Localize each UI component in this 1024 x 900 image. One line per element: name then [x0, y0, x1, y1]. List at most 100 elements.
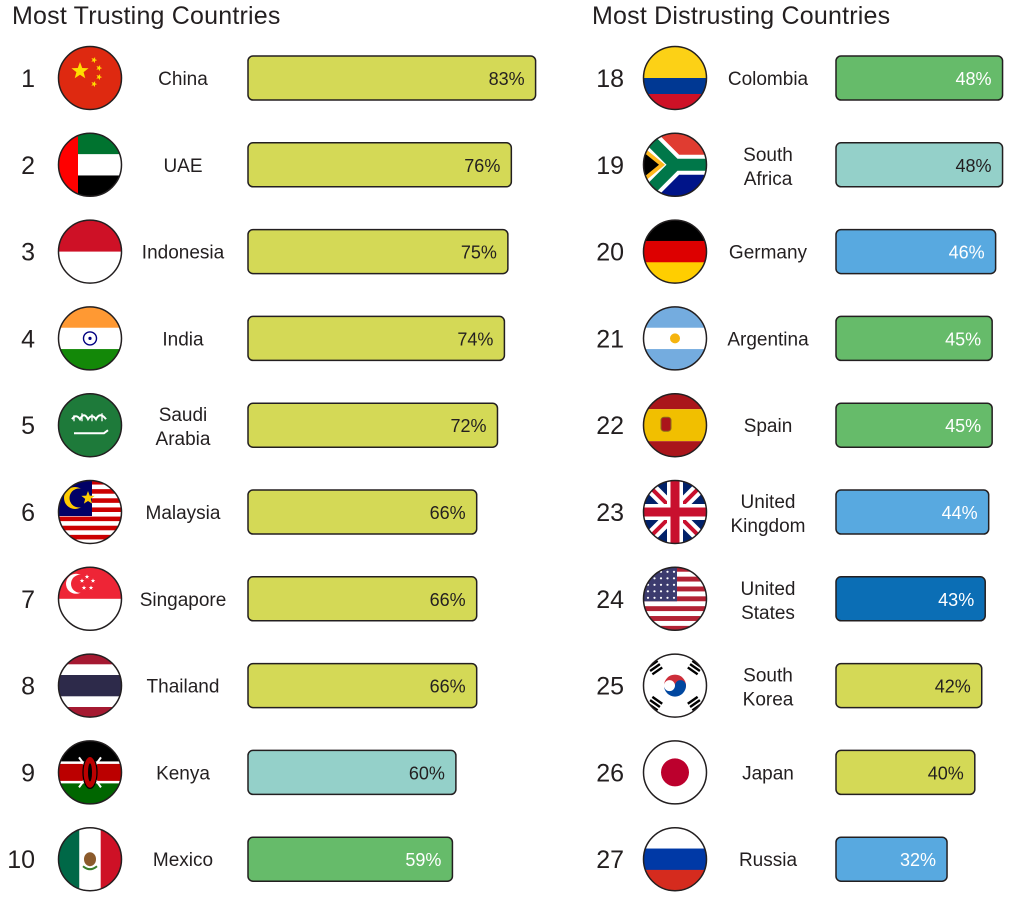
country-label: UAE	[163, 156, 202, 177]
bar	[247, 749, 457, 796]
rank-label: 3	[21, 239, 35, 267]
country-label: Malaysia	[146, 503, 221, 524]
bar	[247, 228, 509, 275]
country-label: Spain	[744, 416, 793, 437]
rank-label: 9	[21, 759, 35, 787]
united-states-flag-icon	[642, 566, 708, 632]
bar	[835, 228, 997, 275]
rank-label: 1	[21, 65, 35, 93]
bar	[247, 315, 506, 362]
bar	[247, 142, 513, 188]
bar	[835, 402, 993, 448]
rank-label: 22	[596, 412, 624, 440]
bar	[247, 55, 537, 101]
country-label: Argentina	[727, 329, 809, 350]
saudi-arabia-flag-icon	[57, 392, 123, 458]
germany-flag-icon	[642, 219, 708, 284]
mexico-flag-icon	[57, 826, 123, 892]
country-label: Germany	[729, 243, 808, 264]
bar	[247, 402, 499, 448]
rank-label: 26	[596, 759, 624, 787]
bar	[835, 836, 948, 882]
value-label: 83%	[489, 69, 525, 89]
value-label: 60%	[409, 763, 445, 783]
most-trusting-title: Most Trusting Countries	[12, 2, 281, 30]
bar	[835, 315, 993, 362]
value-label: 43%	[938, 590, 974, 610]
country-label: Mexico	[153, 850, 213, 871]
bar	[247, 489, 478, 535]
country-label: India	[162, 329, 204, 350]
value-label: 76%	[464, 156, 500, 176]
rank-label: 10	[7, 846, 35, 874]
bar	[835, 142, 1004, 188]
country-label: Saudi Arabia	[156, 405, 211, 450]
value-label: 45%	[945, 416, 981, 436]
rank-label: 6	[21, 499, 35, 527]
rank-label: 19	[596, 152, 624, 180]
russia-flag-icon	[642, 826, 708, 892]
country-label: Russia	[739, 850, 798, 871]
rank-label: 27	[596, 846, 624, 874]
bar	[247, 576, 478, 622]
spain-flag-icon	[642, 392, 708, 458]
value-label: 75%	[461, 243, 497, 263]
rank-label: 21	[596, 325, 624, 353]
country-label: Indonesia	[142, 243, 225, 264]
china-flag-icon	[57, 45, 123, 111]
rank-label: 8	[21, 673, 35, 701]
value-label: 48%	[956, 156, 992, 176]
value-label: 42%	[935, 677, 971, 697]
value-label: 66%	[430, 677, 466, 697]
rank-label: 2	[21, 152, 35, 180]
rank-label: 24	[596, 586, 624, 614]
rank-label: 18	[596, 65, 624, 93]
country-label: South Korea	[743, 666, 794, 711]
kenya-flag-icon	[57, 740, 123, 805]
indonesia-flag-icon	[57, 219, 123, 284]
value-label: 66%	[430, 590, 466, 610]
country-label: Thailand	[147, 677, 220, 698]
value-label: 32%	[900, 850, 936, 870]
value-label: 59%	[405, 850, 441, 870]
rank-label: 20	[596, 239, 624, 267]
south-korea-flag-icon	[642, 653, 708, 718]
south-africa-flag-icon	[642, 132, 708, 198]
united-kingdom-flag-icon	[642, 479, 708, 545]
argentina-flag-icon	[642, 306, 708, 371]
uae-flag-icon	[57, 132, 123, 198]
singapore-flag-icon	[57, 566, 123, 632]
malaysia-flag-icon	[57, 479, 123, 545]
country-label: Japan	[742, 763, 794, 784]
country-label: Colombia	[728, 69, 809, 90]
bar	[835, 662, 983, 709]
colombia-flag-icon	[642, 45, 708, 111]
rank-label: 23	[596, 499, 624, 527]
bar	[835, 749, 976, 796]
country-label: Singapore	[140, 590, 227, 611]
value-label: 45%	[945, 329, 981, 349]
bar	[835, 55, 1004, 101]
bar	[835, 489, 990, 535]
value-label: 72%	[450, 416, 486, 436]
japan-flag-icon	[642, 740, 708, 805]
value-label: 46%	[949, 243, 985, 263]
value-label: 44%	[942, 503, 978, 523]
country-label: South Africa	[743, 145, 793, 190]
bar	[247, 662, 478, 709]
rank-label: 7	[21, 586, 35, 614]
bar	[835, 576, 986, 622]
value-label: 74%	[457, 329, 493, 349]
country-label: Kenya	[156, 763, 210, 784]
most-distrusting-title: Most Distrusting Countries	[592, 2, 891, 30]
india-flag-icon	[57, 306, 123, 371]
rank-label: 25	[596, 673, 624, 701]
value-label: 40%	[928, 763, 964, 783]
country-label: China	[158, 69, 208, 90]
value-label: 48%	[956, 69, 992, 89]
rank-label: 5	[21, 412, 35, 440]
bar	[247, 836, 454, 882]
rank-label: 4	[21, 325, 35, 353]
thailand-flag-icon	[57, 653, 123, 718]
